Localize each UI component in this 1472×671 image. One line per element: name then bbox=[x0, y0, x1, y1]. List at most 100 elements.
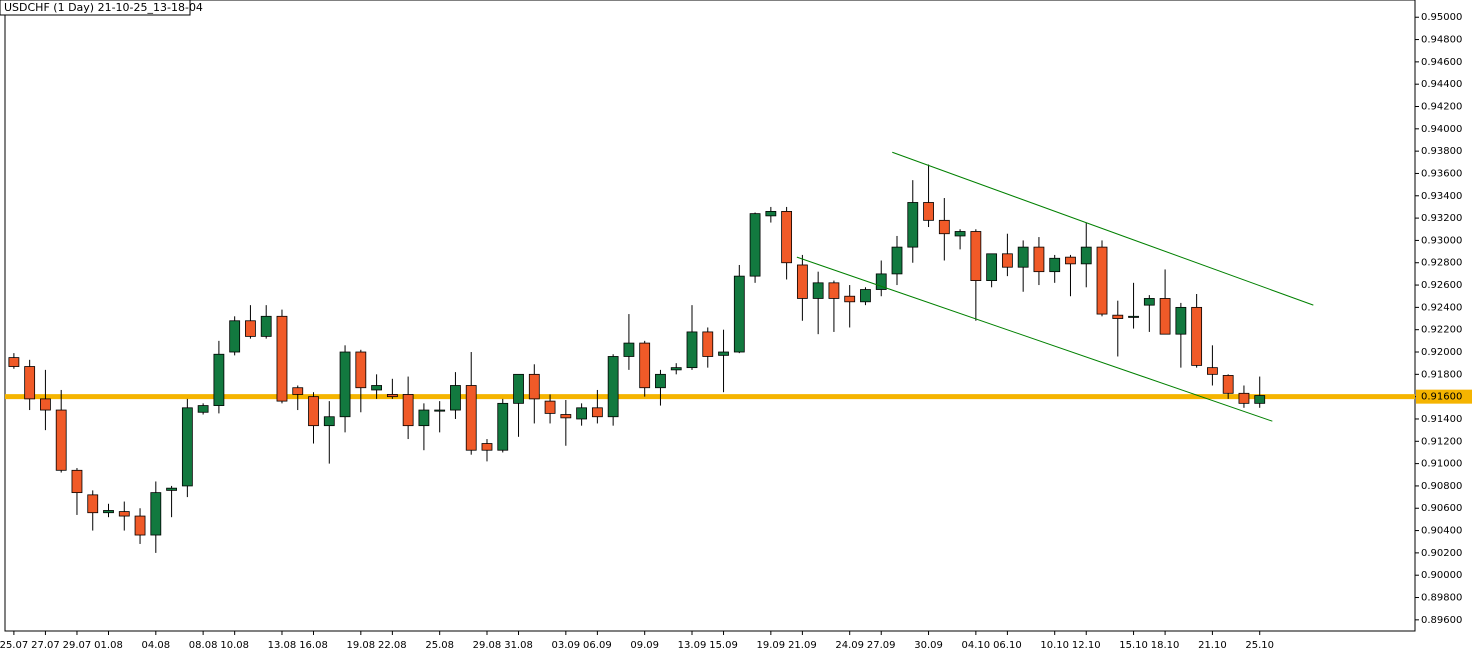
x-tick-label: 09.09 bbox=[630, 640, 659, 651]
y-tick-label: 0.93400 bbox=[1421, 191, 1462, 202]
candle-body bbox=[860, 289, 871, 303]
y-tick-label: 0.93200 bbox=[1421, 213, 1462, 224]
candle-body bbox=[118, 511, 130, 517]
x-tick-label: 31.08 bbox=[504, 640, 533, 651]
candle-body bbox=[497, 402, 509, 451]
x-tick-label: 08.08 bbox=[189, 640, 218, 651]
x-tick-label: 22.08 bbox=[378, 640, 407, 651]
x-tick-label: 06.10 bbox=[993, 640, 1022, 651]
candle-body bbox=[276, 315, 288, 402]
candle-body bbox=[1238, 392, 1250, 404]
candle-body bbox=[844, 295, 856, 303]
candle-body bbox=[1080, 246, 1092, 265]
candle-body bbox=[292, 387, 304, 395]
candle-body bbox=[450, 385, 461, 411]
candle-body bbox=[1096, 246, 1108, 315]
candle-body bbox=[355, 351, 367, 389]
candle-body bbox=[796, 264, 808, 299]
x-tick-label: 25.07 bbox=[0, 640, 28, 651]
candle-body bbox=[386, 394, 398, 398]
candle-body bbox=[229, 320, 241, 353]
x-tick-label: 27.07 bbox=[31, 640, 60, 651]
candle-body bbox=[1159, 298, 1171, 335]
candle-body bbox=[8, 357, 20, 367]
candle-body bbox=[686, 331, 698, 369]
x-tick-label: 13.08 bbox=[268, 640, 297, 651]
candle-body bbox=[875, 273, 887, 290]
title-box bbox=[0, 0, 191, 16]
y-tick-label: 0.92600 bbox=[1421, 280, 1462, 291]
y-tick-label: 0.92400 bbox=[1421, 302, 1462, 313]
candle-body bbox=[812, 282, 824, 299]
x-tick-label: 01.08 bbox=[94, 640, 123, 651]
y-tick-label: 0.94400 bbox=[1421, 79, 1462, 90]
candle-body bbox=[1191, 306, 1203, 366]
y-tick-label: 0.91000 bbox=[1421, 459, 1462, 470]
x-tick-label: 30.09 bbox=[914, 640, 943, 651]
x-tick-label: 03.09 bbox=[552, 640, 581, 651]
candle-body bbox=[150, 492, 162, 536]
candle-body bbox=[718, 351, 729, 356]
candle-body bbox=[765, 211, 777, 217]
y-tick-label: 0.93800 bbox=[1421, 146, 1462, 157]
x-tick-label: 15.10 bbox=[1119, 640, 1148, 651]
x-tick-label: 06.09 bbox=[583, 640, 612, 651]
x-tick-label: 15.09 bbox=[709, 640, 738, 651]
candle-body bbox=[339, 351, 351, 418]
y-tick-label: 0.93000 bbox=[1421, 235, 1462, 246]
candle-body bbox=[733, 275, 745, 353]
candle-body bbox=[55, 409, 67, 471]
candle-body bbox=[544, 400, 556, 414]
y-tick-label: 0.90000 bbox=[1421, 570, 1462, 581]
y-tick-label: 0.91400 bbox=[1421, 414, 1462, 425]
candle-body bbox=[670, 367, 682, 371]
candle-body bbox=[40, 398, 51, 411]
y-tick-label: 0.92000 bbox=[1421, 347, 1462, 358]
level-label: 0.91600 bbox=[1421, 392, 1462, 403]
candle-body bbox=[71, 469, 83, 494]
candle-body bbox=[1112, 314, 1124, 319]
candle-body bbox=[891, 246, 903, 275]
candle-body bbox=[197, 405, 209, 413]
x-tick-label: 25.08 bbox=[425, 640, 454, 651]
candle-body bbox=[1207, 367, 1218, 375]
y-tick-label: 0.90600 bbox=[1421, 503, 1462, 514]
candle-body bbox=[1222, 375, 1234, 394]
candle-body bbox=[213, 353, 225, 406]
x-tick-label: 21.09 bbox=[788, 640, 817, 651]
x-tick-label: 12.10 bbox=[1072, 640, 1101, 651]
candle-body bbox=[923, 202, 934, 221]
candle-body bbox=[1017, 246, 1029, 268]
candle-body bbox=[323, 416, 335, 427]
y-tick-label: 0.94800 bbox=[1421, 35, 1462, 46]
candle-body bbox=[418, 409, 430, 427]
candle-body bbox=[166, 487, 177, 491]
candle-body bbox=[938, 219, 950, 235]
y-tick-label: 0.90800 bbox=[1421, 481, 1462, 492]
candle-body bbox=[245, 320, 256, 337]
x-tick-label: 27.09 bbox=[867, 640, 896, 651]
candle-body bbox=[907, 202, 919, 248]
y-tick-label: 0.92200 bbox=[1421, 325, 1462, 336]
level-label-box bbox=[1416, 389, 1472, 404]
candle-body bbox=[986, 253, 998, 281]
candle-body bbox=[434, 409, 446, 412]
x-tick-label: 18.10 bbox=[1151, 640, 1180, 651]
x-tick-label: 19.09 bbox=[757, 640, 786, 651]
x-tick-label: 10.10 bbox=[1040, 640, 1069, 651]
y-tick-label: 0.94600 bbox=[1421, 57, 1462, 68]
x-tick-label: 29.07 bbox=[63, 640, 92, 651]
candle-body bbox=[607, 356, 619, 418]
candle-body bbox=[371, 385, 382, 391]
y-tick-label: 0.91800 bbox=[1421, 369, 1462, 380]
y-tick-label: 0.94000 bbox=[1421, 124, 1462, 135]
chart-title: USDCHF (1 Day) 21-10-25_13-18-04 bbox=[4, 1, 203, 14]
x-tick-label: 29.08 bbox=[473, 640, 502, 651]
y-tick-label: 0.89800 bbox=[1421, 593, 1462, 604]
y-tick-label: 0.91200 bbox=[1421, 436, 1462, 447]
candle-body bbox=[954, 231, 966, 237]
candle-body bbox=[87, 494, 99, 514]
candle-body bbox=[623, 342, 635, 357]
candle-body bbox=[1254, 395, 1266, 404]
